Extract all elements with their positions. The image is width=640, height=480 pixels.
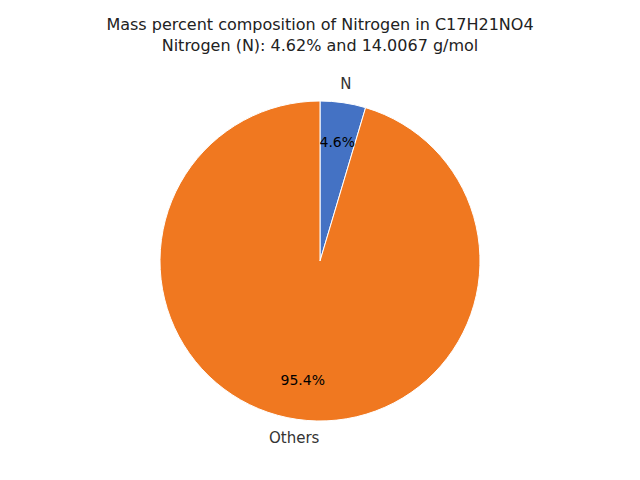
html-text:Nitrogen (N): 4.62% and 14.006: Nitrogen (N): 4.62% and 14.0067 g/mol — [161, 36, 479, 55]
svg-text:4.6%: 4.6% — [319, 134, 355, 150]
svg-text:Others: Others — [269, 429, 320, 447]
svg-text:N: N — [340, 75, 351, 93]
html-text:Mass percent composition of Ni: Mass percent composition of Nitrogen in … — [106, 15, 534, 34]
svg-text:95.4%: 95.4% — [280, 372, 324, 388]
